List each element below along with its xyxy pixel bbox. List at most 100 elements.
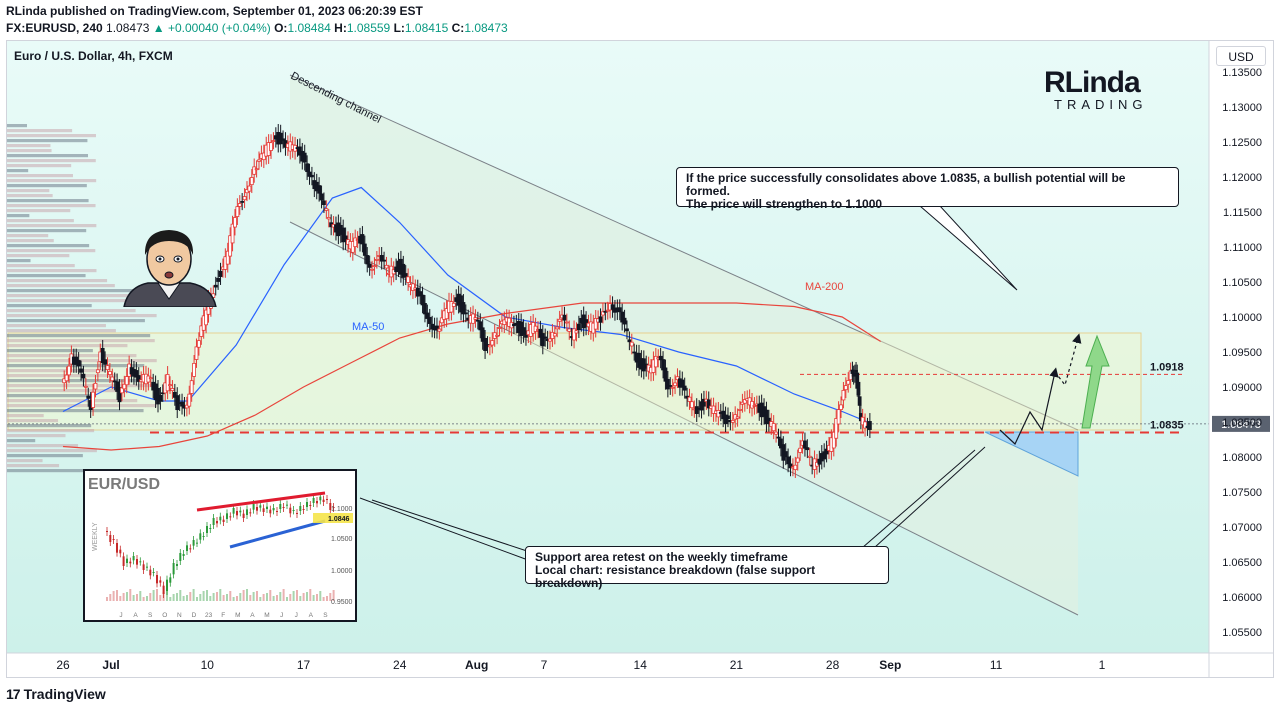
logo-line-2: TRADING: [1054, 97, 1148, 112]
inset-volume-bar: [292, 591, 295, 601]
inset-volume-bar: [129, 589, 132, 601]
inset-volume-bar: [252, 592, 255, 601]
candle-body: [103, 359, 107, 365]
inset-volume-bar: [322, 597, 325, 601]
candle-body: [136, 375, 141, 382]
candle-body: [365, 255, 370, 265]
inset-candle-body: [296, 513, 298, 514]
candle-body: [112, 380, 117, 383]
inset-volume-bar: [229, 591, 232, 601]
candle-body: [411, 283, 415, 291]
volume-bar: [7, 334, 151, 338]
inset-volume-bar: [302, 593, 305, 601]
inset-candle-body: [166, 579, 168, 591]
volume-bar: [7, 189, 50, 193]
symbol-label: FX:EURUSD, 240: [6, 21, 103, 35]
volume-bar: [7, 139, 88, 143]
note-bottom-pointer-right2: [861, 449, 976, 549]
inset-candle-body: [276, 511, 278, 512]
candle-body: [533, 325, 538, 332]
inset-candle-body: [186, 545, 188, 551]
candle-body: [540, 333, 545, 347]
inset-volume-bar: [139, 591, 142, 601]
volume-bar: [7, 324, 106, 328]
candle-body: [803, 440, 807, 449]
volume-bar: [7, 449, 97, 453]
volume-bar: [7, 259, 31, 263]
y-tick-label: 1.11000: [1223, 242, 1262, 254]
inset-candle-body: [192, 540, 195, 546]
candle-body: [495, 334, 500, 337]
y-tick-label: 1.12000: [1222, 172, 1262, 184]
x-tick-label: Sep: [879, 658, 901, 672]
inset-volume-bar: [236, 596, 238, 601]
candle-body: [86, 395, 91, 399]
x-tick-label: 11: [990, 658, 1003, 672]
candle-body: [271, 140, 276, 142]
level-label: 1.0835: [1150, 420, 1184, 432]
inset-ytick-4: 0.9500: [331, 599, 353, 606]
currency-button[interactable]: USD: [1216, 46, 1266, 66]
inset-volume-bar: [196, 597, 198, 601]
inset-volume-bar: [232, 597, 235, 601]
volume-bar: [7, 369, 105, 373]
volume-bar: [7, 364, 145, 368]
note-bottom-pointer-right: [873, 446, 986, 549]
candle-body: [372, 265, 377, 268]
candle-body: [603, 310, 608, 313]
y-tick-label: 1.10000: [1222, 312, 1262, 324]
inset-candle-body: [256, 507, 258, 511]
volume-bar: [7, 419, 59, 423]
descending-channel[interactable]: [289, 74, 1079, 616]
inset-volume-bar: [132, 595, 135, 601]
inset-candle-body: [112, 539, 115, 540]
candle-body: [702, 398, 706, 407]
candle-body: [562, 314, 567, 321]
inset-volume-bar: [306, 592, 308, 601]
candle-body: [822, 451, 827, 460]
inset-candle-body: [316, 501, 318, 504]
inset-x-label: F: [221, 612, 225, 619]
inset-candle-body: [209, 528, 212, 529]
volume-bar: [7, 214, 30, 218]
rlinda-logo: RLinda TRADING: [1044, 68, 1174, 118]
candle-body: [490, 340, 495, 346]
inset-x-label: D: [192, 612, 197, 619]
candle-body: [204, 309, 208, 326]
volume-bar: [7, 234, 49, 238]
volume-bar: [7, 264, 75, 268]
inset-candle-body: [202, 536, 205, 537]
candle-body: [843, 385, 848, 391]
inset-candle-body: [146, 566, 148, 568]
inset-candle-body: [169, 577, 172, 583]
inset-volume-bar: [142, 597, 145, 601]
candle-body: [319, 193, 324, 201]
logo-line-1: RLinda: [1044, 66, 1141, 99]
inset-candle-body: [322, 499, 325, 502]
candle-body: [100, 347, 105, 364]
y-tick-label: 1.13000: [1222, 102, 1262, 114]
x-tick-label: 10: [201, 658, 215, 672]
x-tick-label: Jul: [102, 658, 119, 672]
inset-candle-body: [126, 558, 128, 563]
volume-bar: [7, 134, 96, 138]
inset-candle-body: [216, 521, 218, 524]
candle-body: [122, 383, 127, 390]
inset-x-label: A: [250, 612, 255, 619]
inset-candle-body: [239, 510, 242, 513]
inset-candle-body: [226, 513, 228, 519]
volume-bar: [7, 279, 108, 283]
candle-body: [170, 388, 175, 392]
tradingview-footer: 17 TradingView: [6, 686, 106, 702]
candle-body: [552, 333, 557, 337]
candle-body: [574, 330, 579, 334]
volume-bar: [7, 299, 129, 303]
candle-body: [199, 325, 204, 337]
y-tick-label: 1.07000: [1222, 522, 1262, 534]
volume-bar: [7, 454, 83, 458]
candle-body: [394, 266, 398, 273]
inset-volume-bar: [309, 589, 312, 601]
candle-body: [427, 316, 432, 324]
weekly-inset-chart: EUR/USD WEEKLY 1.1000 1.0500 1.0000 0.95…: [83, 469, 357, 622]
volume-bar: [7, 224, 97, 228]
